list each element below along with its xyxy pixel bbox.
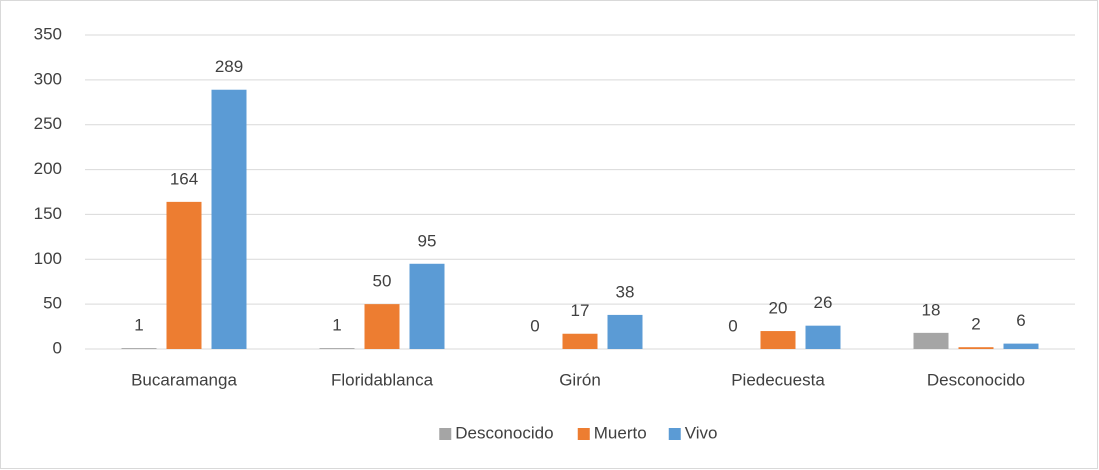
bar xyxy=(364,304,400,349)
y-tick-label: 0 xyxy=(53,338,62,357)
bar xyxy=(121,348,157,349)
y-tick-label: 200 xyxy=(34,159,62,178)
bar xyxy=(166,201,202,349)
data-label: 0 xyxy=(530,316,539,335)
legend-label: Desconocido xyxy=(455,423,553,442)
bar xyxy=(1003,343,1039,349)
legend-swatch xyxy=(439,428,452,440)
bar xyxy=(211,89,247,350)
data-label: 6 xyxy=(1016,311,1025,330)
bar xyxy=(913,332,949,349)
data-label: 1 xyxy=(332,316,341,335)
x-tick-label: Floridablanca xyxy=(331,370,434,389)
data-label: 26 xyxy=(814,293,833,312)
y-tick-label: 150 xyxy=(34,204,62,223)
data-label: 164 xyxy=(170,169,198,188)
bar xyxy=(409,263,445,349)
data-label: 289 xyxy=(215,57,243,76)
data-label: 1 xyxy=(134,316,143,335)
x-tick-label: Desconocido xyxy=(927,370,1025,389)
bar xyxy=(319,348,355,349)
x-tick-label: Piedecuesta xyxy=(731,370,825,389)
bar xyxy=(958,347,994,349)
x-tick-label: Bucaramanga xyxy=(131,370,237,389)
legend-swatch xyxy=(577,428,590,440)
bar xyxy=(562,333,598,349)
legend-label: Muerto xyxy=(594,423,647,442)
y-tick-label: 50 xyxy=(43,294,62,313)
y-tick-label: 100 xyxy=(34,249,62,268)
legend-label: Vivo xyxy=(685,423,718,442)
y-tick-label: 250 xyxy=(34,114,62,133)
data-label: 0 xyxy=(728,316,737,335)
bar xyxy=(607,314,643,349)
data-label: 50 xyxy=(373,272,392,291)
y-tick-label: 350 xyxy=(34,24,62,43)
data-label: 38 xyxy=(616,282,635,301)
y-tick-label: 300 xyxy=(34,69,62,88)
data-label: 2 xyxy=(971,315,980,334)
bar xyxy=(760,331,796,349)
data-label: 95 xyxy=(418,231,437,250)
data-label: 17 xyxy=(571,301,590,320)
legend-swatch xyxy=(668,428,681,440)
data-label: 20 xyxy=(769,299,788,318)
bar xyxy=(805,325,841,349)
x-tick-label: Girón xyxy=(559,370,601,389)
data-label: 18 xyxy=(922,300,941,319)
